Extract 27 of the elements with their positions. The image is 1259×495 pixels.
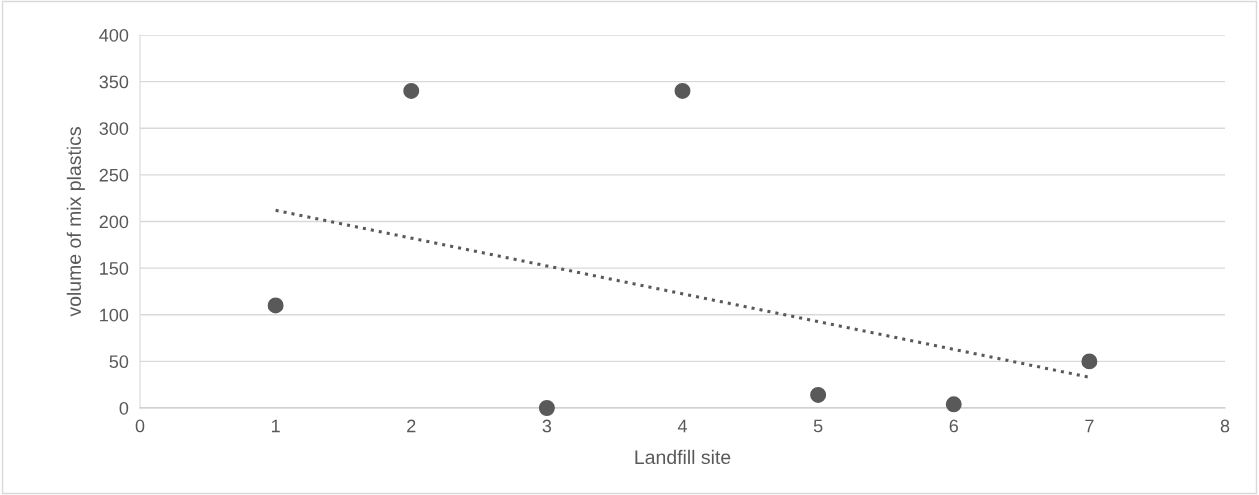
y-axis-title: volume of mix plastics [66, 127, 85, 317]
y-tick-label: 50 [109, 355, 129, 369]
point [810, 386, 827, 403]
y-tick-label: 150 [100, 262, 129, 275]
x-tick-label: 3 [542, 419, 552, 433]
x-tick-label: 1 [271, 419, 280, 433]
y-tick-label: 100 [100, 308, 129, 322]
y-tick-label: 250 [99, 168, 129, 182]
x-tick-label: 8 [1220, 419, 1230, 433]
point [403, 82, 420, 99]
x-tick-label: 0 [135, 419, 145, 433]
y-tick-label: 200 [99, 215, 129, 229]
x-tick-label: 7 [1085, 419, 1094, 433]
point [674, 82, 691, 99]
x-tick-label: 2 [407, 419, 416, 433]
y-tick-label: 300 [99, 122, 129, 135]
x-tick-label: 4 [677, 419, 687, 433]
point [945, 396, 962, 413]
point [538, 400, 555, 416]
point [1081, 353, 1098, 370]
x-tick-label: 6 [949, 419, 958, 433]
y-tick-label: 400 [99, 28, 129, 42]
point [267, 297, 284, 314]
x-tick-label: 5 [813, 419, 823, 433]
y-tick-label: 0 [119, 401, 129, 415]
y-tick-label: 350 [99, 75, 129, 89]
x-axis-title: Landfill site [635, 449, 731, 465]
